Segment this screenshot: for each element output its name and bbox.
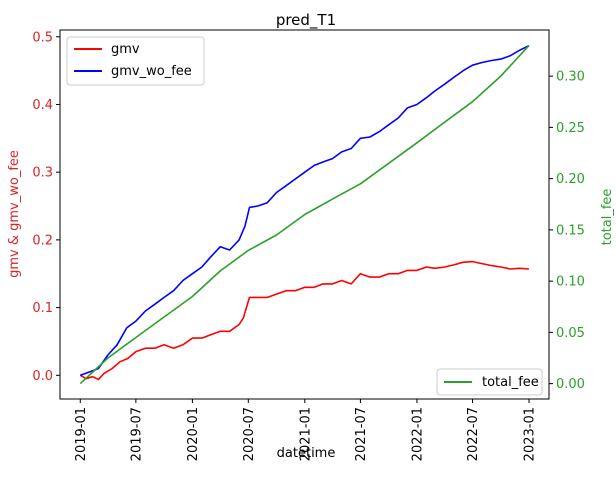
y-right-tick-label: 0.15	[556, 223, 585, 238]
y-left-tick-label: 0.2	[32, 233, 53, 248]
y-axis-left: 0.0 0.1 0.2 0.3 0.4 0.5	[32, 30, 60, 384]
y-right-tick-label: 0.05	[556, 326, 585, 341]
x-axis: 2019-01 2019-07 2020-01 2020-07 2021-01 2021-…	[74, 399, 538, 461]
y-left-tick-label: 0.3	[32, 166, 53, 181]
y-right-tick-label: 0.30	[556, 70, 585, 85]
y-left-tick-label: 0.0	[32, 369, 53, 384]
legend-top-left: gmv gmv_wo_fee	[66, 36, 205, 86]
x-tick-label: 2023-01	[523, 407, 538, 461]
y-axis-right-label: total_fee	[600, 189, 615, 246]
series-line-gmv-wo-fee	[80, 44, 530, 377]
y-axis-right: 0.00 0.05 0.10 0.15 0.20 0.25 0.30	[549, 70, 585, 392]
series-line-gmv	[79, 260, 530, 381]
x-tick-label: 2022-07	[466, 407, 481, 461]
legend-label-gmv-wo-fee: gmv_wo_fee	[111, 64, 192, 79]
legend-label-total-fee: total_fee	[482, 375, 539, 390]
legend-label-gmv: gmv	[111, 42, 140, 57]
series-lines	[79, 44, 530, 385]
legend-box	[436, 368, 543, 396]
y-left-tick-label: 0.1	[32, 301, 53, 316]
y-left-tick-label: 0.4	[32, 98, 53, 113]
x-tick-label: 2020-07	[242, 407, 257, 461]
x-tick-label: 2019-01	[74, 407, 89, 461]
series-line-total-fee	[79, 44, 530, 385]
chart-title: pred_T1	[276, 11, 336, 30]
x-tick-label: 2022-01	[410, 407, 425, 461]
x-tick-label: 2021-07	[354, 407, 369, 461]
x-tick-label: 2021-01	[298, 407, 313, 461]
x-tick-label: 2020-01	[186, 407, 201, 461]
y-right-tick-label: 0.10	[556, 275, 585, 290]
y-right-tick-label: 0.25	[556, 121, 585, 136]
x-tick-label: 2019-07	[129, 407, 144, 461]
y-axis-left-label: gmv & gmv_wo_fee	[7, 150, 22, 278]
x-axis-label: datetime	[277, 446, 336, 461]
legend-bottom-right: total_fee	[436, 368, 543, 396]
y-left-tick-label: 0.5	[32, 30, 53, 45]
y-right-tick-label: 0.20	[556, 172, 585, 187]
y-right-tick-label: 0.00	[556, 377, 585, 392]
